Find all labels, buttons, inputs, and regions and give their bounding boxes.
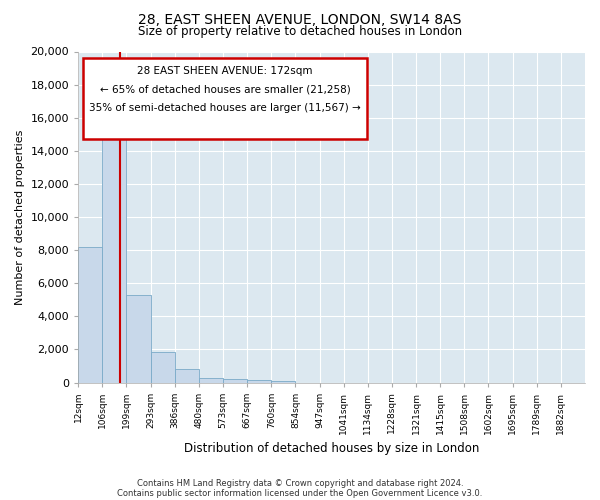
Bar — [78, 247, 103, 382]
Bar — [223, 379, 247, 382]
Bar — [247, 380, 271, 382]
Text: 28 EAST SHEEN AVENUE: 172sqm: 28 EAST SHEEN AVENUE: 172sqm — [137, 66, 313, 76]
Bar — [103, 108, 127, 382]
Text: 28, EAST SHEEN AVENUE, LONDON, SW14 8AS: 28, EAST SHEEN AVENUE, LONDON, SW14 8AS — [139, 12, 461, 26]
Text: Contains HM Land Registry data © Crown copyright and database right 2024.: Contains HM Land Registry data © Crown c… — [137, 478, 463, 488]
Bar — [127, 295, 151, 382]
Text: Size of property relative to detached houses in London: Size of property relative to detached ho… — [138, 25, 462, 38]
X-axis label: Distribution of detached houses by size in London: Distribution of detached houses by size … — [184, 442, 479, 455]
Text: 35% of semi-detached houses are larger (11,567) →: 35% of semi-detached houses are larger (… — [89, 103, 361, 113]
Bar — [199, 378, 223, 382]
Bar — [271, 381, 295, 382]
Text: Contains public sector information licensed under the Open Government Licence v3: Contains public sector information licen… — [118, 488, 482, 498]
FancyBboxPatch shape — [83, 58, 367, 139]
Text: ← 65% of detached houses are smaller (21,258): ← 65% of detached houses are smaller (21… — [100, 84, 350, 94]
Y-axis label: Number of detached properties: Number of detached properties — [15, 130, 25, 304]
Bar — [151, 352, 175, 382]
Bar — [175, 370, 199, 382]
